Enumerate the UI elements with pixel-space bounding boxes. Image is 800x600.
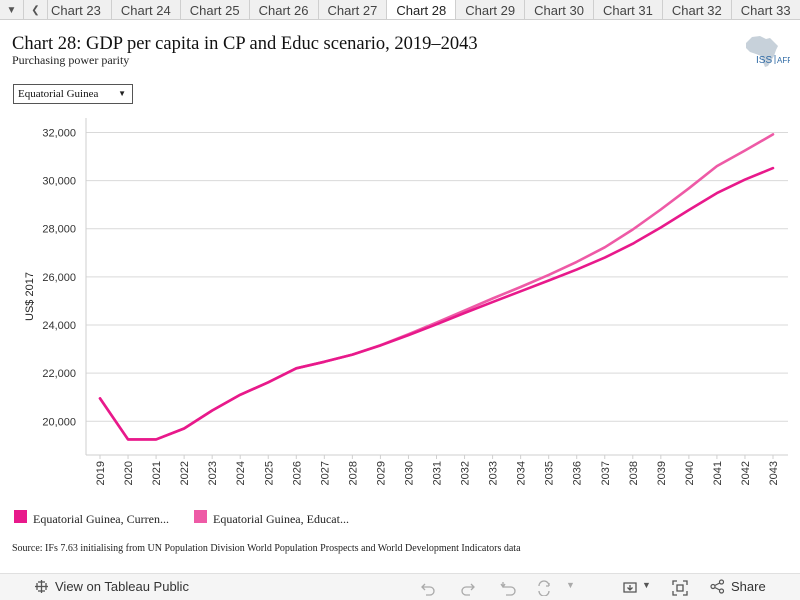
download-icon[interactable]: [622, 580, 638, 596]
x-tick-label: 2021: [151, 461, 163, 485]
fullscreen-icon[interactable]: [672, 580, 688, 596]
x-tick-label: 2037: [600, 461, 612, 485]
revert-icon[interactable]: [500, 580, 516, 596]
legend-label-education: Equatorial Guinea, Educat...: [213, 512, 349, 526]
tab-chart-26[interactable]: Chart 26: [250, 0, 319, 19]
x-tick-label: 2039: [656, 461, 668, 485]
y-tick-label: 20,000: [42, 416, 76, 428]
share-icon: [710, 579, 725, 594]
tab-chart-24[interactable]: Chart 24: [112, 0, 181, 19]
share-label: Share: [731, 579, 766, 594]
x-tick-label: 2041: [712, 461, 724, 485]
legend-swatch-current-path: [14, 510, 27, 523]
dropdown-arrow-icon: ▼: [118, 89, 126, 98]
x-tick-label: 2022: [179, 461, 191, 485]
x-tick-label: 2031: [432, 461, 444, 485]
iss-africa-logo: ISS AFRICA: [738, 34, 800, 70]
series-line-current-path[interactable]: [98, 166, 775, 441]
svg-text:AFRICA: AFRICA: [777, 56, 790, 65]
refresh-icon[interactable]: [536, 580, 552, 596]
legend-item-education[interactable]: Equatorial Guinea, Educat...: [194, 509, 374, 526]
tableau-icon: [35, 580, 48, 593]
tab-chart-33[interactable]: Chart 33: [732, 0, 800, 19]
legend-item-current-path[interactable]: Equatorial Guinea, Curren...: [14, 509, 194, 526]
x-tick-label: 2025: [263, 461, 275, 485]
y-tick-label: 24,000: [42, 320, 76, 332]
tab-menu-dropdown-icon[interactable]: ▼: [0, 0, 24, 19]
country-filter-dropdown[interactable]: Equatorial Guinea ▼: [13, 84, 133, 104]
svg-text:ISS: ISS: [756, 55, 772, 66]
tab-chart-30[interactable]: Chart 30: [525, 0, 594, 19]
tab-chart-27[interactable]: Chart 27: [319, 0, 388, 19]
y-tick-label: 26,000: [42, 272, 76, 284]
source-note: Source: IFs 7.63 initialising from UN Po…: [12, 543, 521, 554]
tableau-toolbar: View on Tableau Public ▼ ▼ Share: [0, 573, 800, 600]
x-tick-label: 2033: [488, 461, 500, 485]
legend-swatch-education: [194, 510, 207, 523]
redo-icon[interactable]: [460, 580, 476, 596]
y-axis-title: US$ 2017: [24, 272, 36, 321]
undo-icon[interactable]: [420, 580, 436, 596]
refresh-dropdown-icon[interactable]: ▼: [566, 580, 575, 590]
view-on-tableau-public-link[interactable]: View on Tableau Public: [34, 579, 189, 594]
chart-svg: 20,000 22,000 24,000 26,000 28,000 30,000 32,0…: [24, 118, 788, 485]
legend-label-current-path: Equatorial Guinea, Curren...: [33, 512, 169, 526]
tab-chart-29[interactable]: Chart 29: [456, 0, 526, 19]
tab-chart-31[interactable]: Chart 31: [594, 0, 663, 19]
x-tick-label: 2035: [544, 461, 556, 485]
tab-chart-28[interactable]: Chart 28: [387, 0, 457, 19]
y-tick-label: 22,000: [42, 368, 76, 380]
x-tick-label: 2034: [516, 461, 528, 485]
x-tick-label: 2030: [403, 461, 415, 485]
x-tick-label: 2040: [684, 461, 696, 485]
tab-chart-23[interactable]: Chart 23: [42, 0, 112, 19]
tab-scroll-left-icon[interactable]: ❮: [24, 0, 48, 19]
y-tick-label: 32,000: [42, 127, 76, 139]
x-tick-label: 2026: [291, 461, 303, 485]
line-chart: 20,000 22,000 24,000 26,000 28,000 30,000 32,0…: [0, 110, 800, 500]
x-tick-label: 2024: [235, 461, 247, 485]
x-tick-label: 2036: [572, 461, 584, 485]
tab-list: Chart 23 Chart 24 Chart 25 Chart 26 Chart 27…: [48, 0, 800, 19]
x-tick-label: 2038: [628, 461, 640, 485]
view-on-tableau-label: View on Tableau Public: [55, 579, 189, 594]
x-tick-label: 2042: [740, 461, 752, 485]
tab-chart-32[interactable]: Chart 32: [663, 0, 732, 19]
x-tick-label: 2019: [95, 461, 107, 485]
tab-bar: ▼ ❮ Chart 23 Chart 24 Chart 25 Chart 26 Char…: [0, 0, 800, 20]
country-filter-value: Equatorial Guinea: [18, 88, 99, 100]
x-tick-label: 2028: [347, 461, 359, 485]
share-button[interactable]: Share: [710, 579, 766, 594]
tab-chart-25[interactable]: Chart 25: [181, 0, 250, 19]
page-subtitle: Purchasing power parity: [12, 53, 130, 67]
x-tick-label: 2032: [460, 461, 472, 485]
x-tick-label: 2023: [207, 461, 219, 485]
page-title: Chart 28: GDP per capita in CP and Educ …: [12, 34, 478, 54]
download-dropdown-icon[interactable]: ▼: [642, 580, 651, 590]
y-tick-label: 28,000: [42, 224, 76, 236]
x-tick-label: 2020: [123, 461, 135, 485]
x-tick-label: 2043: [768, 461, 780, 485]
x-tick-label: 2027: [319, 461, 331, 485]
x-tick-label: 2029: [375, 461, 387, 485]
y-tick-label: 30,000: [42, 176, 76, 188]
chart-legend: Equatorial Guinea, Curren... Equatorial …: [14, 509, 374, 526]
